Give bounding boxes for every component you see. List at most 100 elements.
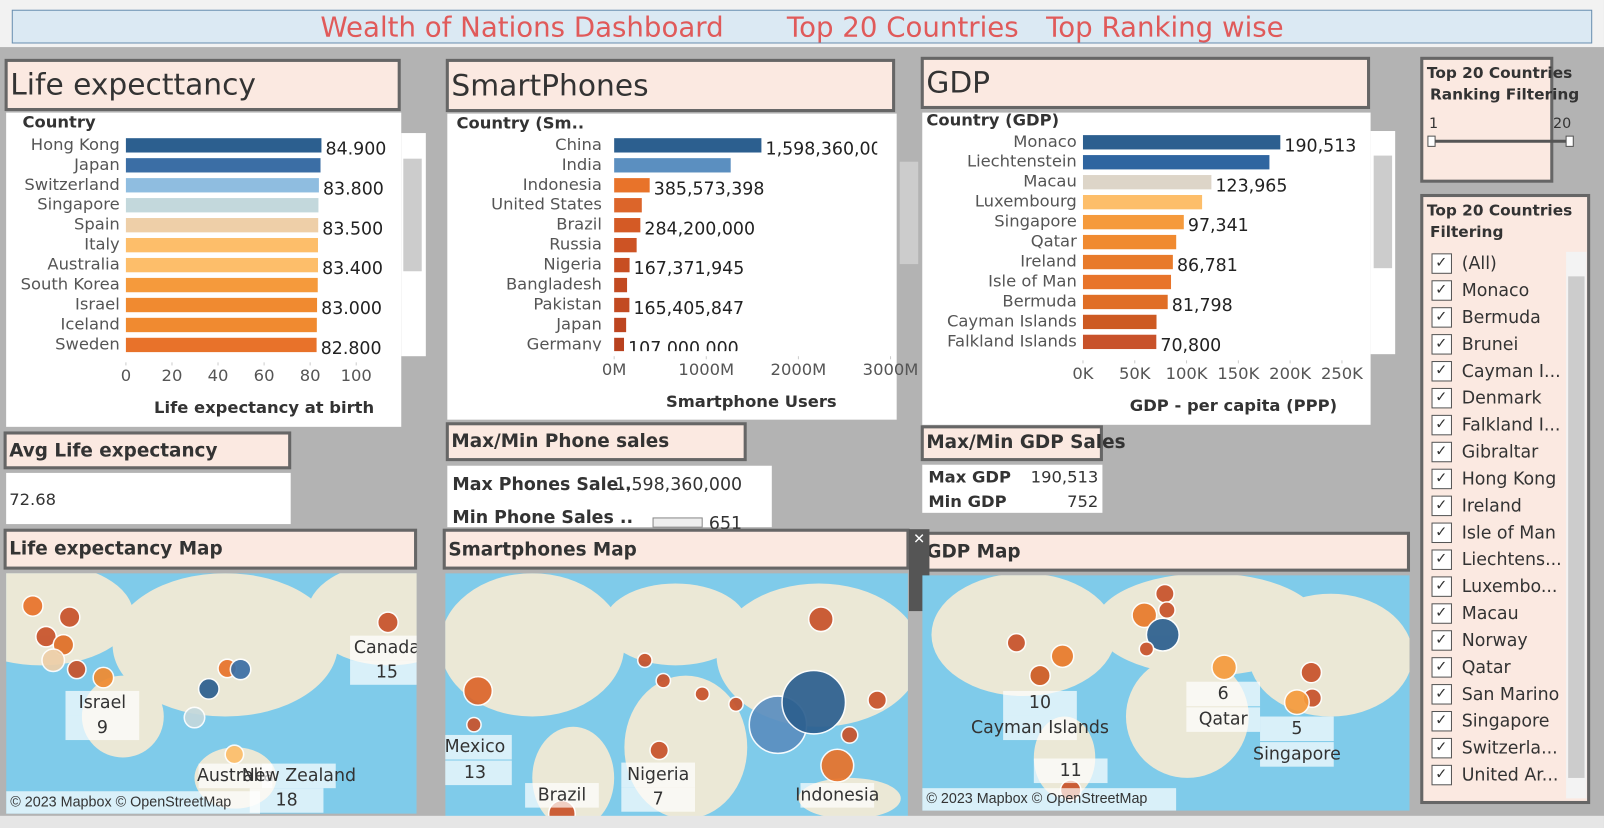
map-marker[interactable] — [1131, 602, 1158, 629]
filter-item[interactable]: (All) — [1462, 254, 1497, 274]
check-mark: ✓ — [1435, 363, 1447, 379]
map-marker[interactable] — [66, 659, 87, 680]
map-marker[interactable] — [1006, 632, 1027, 653]
category-label: Germany — [527, 334, 603, 353]
checkbox[interactable] — [1431, 630, 1452, 651]
filter-item[interactable]: Monaco — [1462, 281, 1530, 301]
checkbox[interactable] — [1431, 253, 1452, 274]
land — [603, 583, 748, 666]
map-marker[interactable] — [1283, 689, 1310, 716]
map-label: Mexico — [445, 737, 506, 757]
filter-item[interactable]: United Ar... — [1462, 766, 1559, 786]
map-marker[interactable] — [1211, 654, 1238, 681]
scroll-thumb[interactable] — [403, 158, 422, 272]
map-marker[interactable] — [1154, 583, 1175, 604]
filter-item[interactable]: Bermuda — [1462, 308, 1541, 328]
filter-item[interactable]: Isle of Man — [1462, 523, 1556, 543]
map-marker[interactable] — [224, 744, 245, 765]
map-marker[interactable] — [183, 706, 206, 729]
map-marker[interactable] — [58, 606, 81, 629]
map-marker[interactable] — [781, 669, 847, 735]
map-marker[interactable] — [41, 648, 66, 673]
filter-title: Ranking Filtering — [1430, 86, 1579, 104]
scroll-thumb[interactable] — [1373, 155, 1393, 269]
filter-item[interactable]: Norway — [1462, 631, 1528, 651]
slider-handle[interactable] — [1427, 135, 1436, 147]
filter-item[interactable]: Ireland — [1462, 496, 1522, 516]
filter-item[interactable]: Macau — [1462, 604, 1519, 624]
map-marker[interactable] — [694, 686, 711, 702]
checkbox[interactable] — [1431, 441, 1452, 463]
checkbox[interactable] — [1431, 361, 1452, 382]
row-value: 190,513 — [1031, 468, 1099, 487]
close-icon[interactable]: ✕ — [913, 531, 925, 547]
category-label: China — [555, 135, 602, 154]
map-marker[interactable] — [636, 652, 653, 669]
map-marker[interactable] — [728, 696, 744, 713]
filter-item[interactable]: Denmark — [1462, 389, 1543, 409]
map-marker[interactable] — [376, 611, 399, 634]
map-marker[interactable] — [1138, 641, 1155, 657]
checkbox[interactable] — [1431, 522, 1452, 544]
checkbox[interactable] — [1431, 576, 1452, 597]
checkbox[interactable] — [1431, 334, 1452, 355]
x-tick-label: 0 — [121, 366, 131, 385]
scroll-handle[interactable] — [652, 517, 703, 528]
filter-item[interactable]: Switzerla... — [1462, 739, 1558, 759]
filter-item[interactable]: Falkland I... — [1462, 416, 1561, 436]
map-marker[interactable] — [229, 658, 252, 681]
filter-item[interactable]: Cayman I... — [1462, 362, 1561, 382]
filter-item[interactable]: San Marino — [1462, 685, 1560, 705]
map-marker[interactable] — [1028, 664, 1051, 687]
map-marker[interactable] — [197, 677, 220, 700]
category-label: Spain — [74, 215, 120, 234]
map-marker[interactable] — [1300, 661, 1323, 684]
map-marker[interactable] — [655, 672, 672, 689]
filter-item[interactable]: Singapore — [1462, 712, 1550, 732]
filter-item[interactable]: Liechtens... — [1462, 550, 1562, 570]
checkbox[interactable] — [1431, 549, 1452, 570]
map-marker[interactable] — [1157, 601, 1176, 620]
panel-title — [920, 425, 1103, 462]
checkbox[interactable] — [1431, 603, 1452, 624]
checkbox[interactable] — [1431, 495, 1452, 517]
map-marker[interactable] — [1050, 644, 1075, 669]
land — [445, 573, 625, 717]
checkbox[interactable] — [1431, 307, 1452, 328]
map-marker[interactable] — [840, 725, 859, 744]
checkbox[interactable] — [1431, 737, 1452, 759]
category-label: Singapore — [37, 195, 120, 214]
bar — [614, 237, 637, 253]
map-marker[interactable] — [649, 740, 670, 761]
map-marker[interactable] — [462, 675, 494, 707]
filter-item[interactable]: Gibraltar — [1462, 443, 1539, 463]
tab-strip — [0, 815, 1604, 828]
filter-item[interactable]: Hong Kong — [1462, 469, 1557, 489]
scroll-thumb[interactable] — [899, 161, 919, 265]
map-marker[interactable] — [820, 748, 855, 783]
map-marker[interactable] — [867, 690, 888, 711]
map-marker[interactable] — [92, 666, 115, 689]
filter-item[interactable]: Qatar — [1462, 658, 1512, 678]
map-marker[interactable] — [1145, 617, 1180, 652]
checkbox[interactable] — [1431, 280, 1452, 301]
filter-title: Top 20 Countries — [1427, 64, 1572, 82]
filter-item[interactable]: Brunei — [1462, 335, 1519, 355]
checkbox[interactable] — [1431, 684, 1452, 705]
filter-item[interactable]: Luxembo... — [1462, 577, 1558, 597]
checkbox[interactable] — [1431, 414, 1452, 436]
checkbox[interactable] — [1431, 468, 1452, 490]
map-marker[interactable] — [21, 594, 44, 617]
x-tick-label: 250K — [1321, 364, 1364, 383]
map-marker[interactable] — [807, 606, 834, 633]
scroll-thumb[interactable] — [1568, 276, 1585, 778]
checkbox[interactable] — [1431, 657, 1452, 678]
checkbox[interactable] — [1431, 387, 1452, 409]
check-mark: ✓ — [1435, 444, 1447, 460]
checkbox[interactable] — [1431, 764, 1452, 786]
map-marker[interactable] — [465, 716, 482, 733]
map-label: Cayman Islands — [971, 718, 1109, 738]
slider-handle[interactable] — [1565, 135, 1574, 147]
checkbox[interactable] — [1431, 710, 1452, 732]
